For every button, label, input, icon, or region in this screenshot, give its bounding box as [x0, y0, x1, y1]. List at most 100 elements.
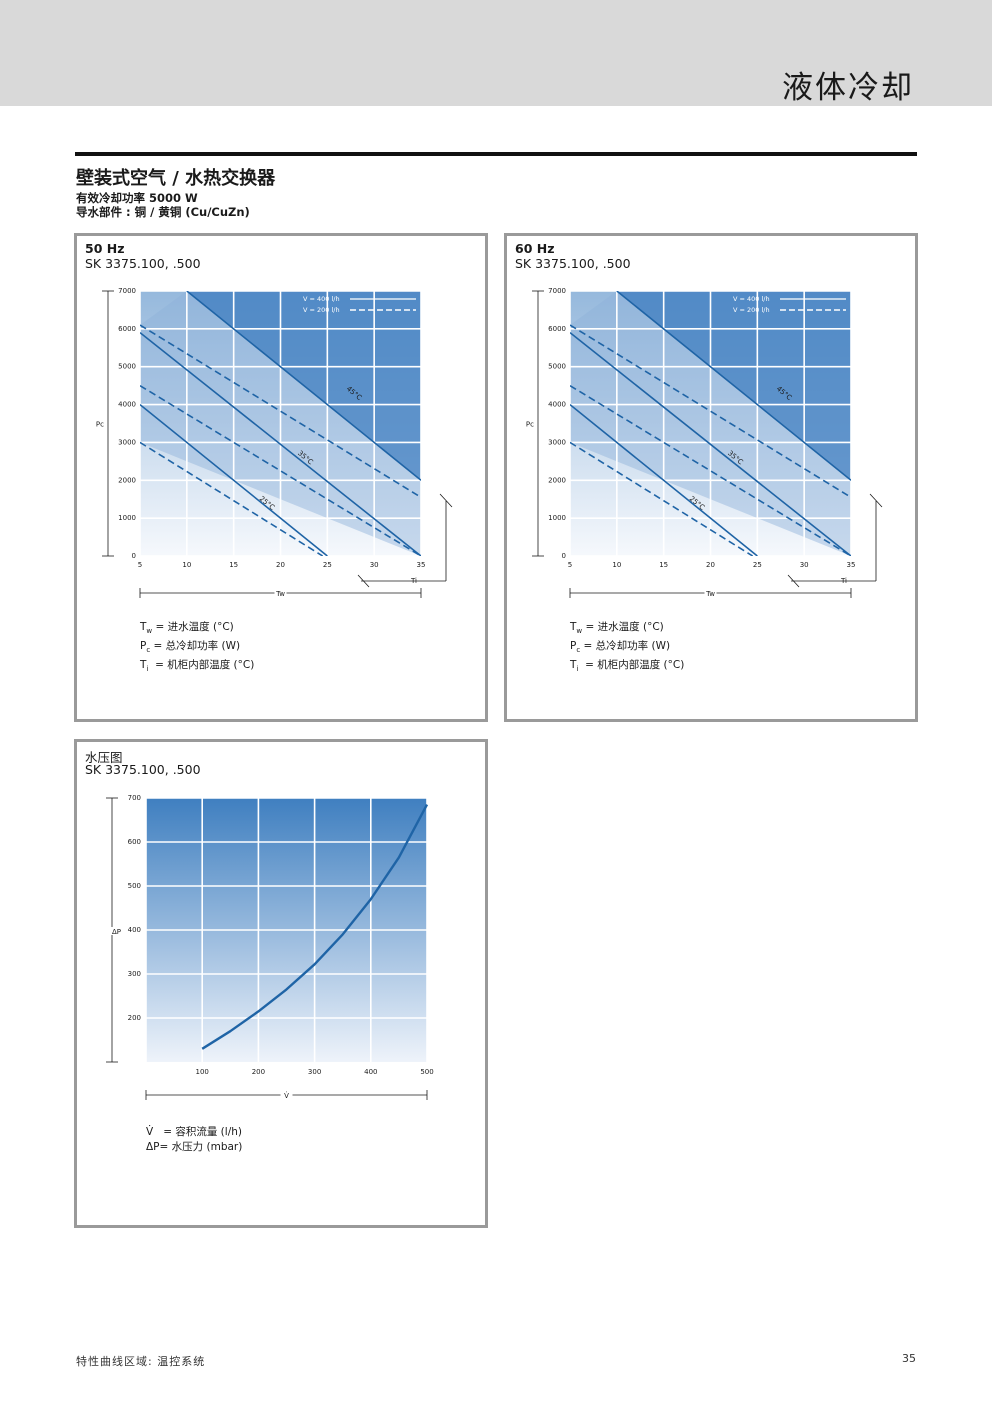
- legend-entry: V = 200 l/h: [733, 306, 770, 314]
- panel-model: SK 3375.100, .500: [85, 762, 201, 777]
- ti-axis-tick: [439, 493, 453, 508]
- y-tick-label: 4000: [118, 401, 136, 409]
- y-tick-label: 200: [128, 1014, 141, 1022]
- y-tick-label: 4000: [548, 401, 566, 409]
- footer-section: 特性曲线区域: 温控系统: [76, 1355, 206, 1368]
- x-tick-label: 5: [568, 561, 572, 569]
- chapter-title: 液体冷却: [782, 70, 914, 106]
- panel-model: SK 3375.100, .500: [85, 256, 201, 271]
- series-line: [186, 291, 421, 481]
- y-tick-label: 5000: [548, 363, 566, 371]
- legend-entry: V = 400 l/h: [733, 295, 770, 303]
- series-line: [140, 332, 421, 556]
- legend-pc: = 总冷却功率 (W): [583, 640, 671, 653]
- y-tick-label: 5000: [118, 363, 136, 371]
- y-tick-label: 2000: [118, 476, 136, 484]
- panel-model: SK 3375.100, .500: [515, 256, 631, 271]
- x-axis-label: Tw: [705, 590, 715, 598]
- series-line: [140, 403, 328, 556]
- chart-panel-pressure: 水压图 SK 3375.100, .500 200 300 400 500 600 700…: [74, 739, 488, 1228]
- x-tick-label: 35: [847, 561, 856, 569]
- x-tick-label: 20: [706, 561, 715, 569]
- x-axis-label-bg: [274, 589, 287, 597]
- y-tick-label: 300: [128, 970, 141, 978]
- plot-band-dark: [616, 291, 851, 481]
- y-tick-label: 2000: [548, 476, 566, 484]
- series-line: [140, 441, 324, 556]
- series-line: [570, 403, 758, 556]
- x-tick-label: 5: [138, 561, 142, 569]
- y-axis-label: Pc: [526, 421, 534, 429]
- y-tick-label: 7000: [548, 287, 566, 295]
- y-tick-label: 0: [132, 552, 136, 560]
- y-tick-label: 7000: [118, 287, 136, 295]
- series-line: [570, 332, 851, 556]
- series-line: [201, 804, 429, 1050]
- x-tick-label: 30: [800, 561, 809, 569]
- chart-panel-60hz: 60 Hz SK 3375.100, .500 45°C 35°C 25°C V = …: [504, 233, 918, 722]
- x-axis-label: Tw: [275, 590, 285, 598]
- legend-tw: = 进水温度 (°C): [585, 621, 664, 633]
- y-tick-label: 0: [562, 552, 566, 560]
- ti-axis-tick: [869, 493, 883, 508]
- subtitle-cooling: 有效冷却功率 5000 W: [76, 191, 198, 205]
- panel-title: 50 Hz: [85, 241, 125, 256]
- x-tick-label: 10: [182, 561, 191, 569]
- legend-tw: = 进水温度 (°C): [155, 621, 234, 633]
- y-axis-label: Pc: [96, 421, 104, 429]
- legend-entry: V = 400 l/h: [303, 295, 340, 303]
- legend-ti: = 机柜内部温度 (°C): [155, 659, 255, 672]
- page-title: 壁装式空气 / 水热交换器: [76, 168, 276, 189]
- legend-ti: = 机柜内部温度 (°C): [585, 659, 685, 672]
- series-line: [570, 441, 754, 556]
- page-number: 35: [902, 1352, 916, 1365]
- panel-title: 60 Hz: [515, 241, 555, 256]
- panel-title: 水压图: [85, 750, 123, 765]
- x-tick-label: 500: [420, 1068, 433, 1076]
- x-tick-label: 300: [308, 1068, 321, 1076]
- legend-block: V̇ = 容积流量 (l/h) ΔP= 水压力 (mbar): [146, 1126, 243, 1153]
- x-tick-label: 25: [323, 561, 332, 569]
- x-tick-label: 400: [364, 1068, 377, 1076]
- chart-panel-50hz: 50 Hz SK 3375.100, .500 45°C 35°C 25°C V = …: [74, 233, 488, 722]
- x2-axis-label: Ti: [840, 577, 847, 585]
- x-tick-label: 200: [252, 1068, 265, 1076]
- y-tick-label: 700: [128, 794, 141, 802]
- y-tick-label: 6000: [118, 325, 136, 333]
- x-axis-label: V̇: [284, 1092, 289, 1100]
- y-tick-label: 3000: [118, 438, 136, 446]
- x-tick-label: 35: [417, 561, 426, 569]
- y-tick-label: 600: [128, 838, 141, 846]
- chart-pressure: 200 300 400 500 600 700 100 200 300 400 500 ΔP V̇: [106, 794, 434, 1100]
- y-tick-label: 1000: [548, 514, 566, 522]
- y-axis-label-bg: [107, 927, 118, 935]
- legend-pc: = 总冷却功率 (W): [153, 640, 241, 653]
- x-axis-label-bg: [280, 1091, 293, 1099]
- x-tick-label: 20: [276, 561, 285, 569]
- x-tick-label: 30: [370, 561, 379, 569]
- y-tick-label: 400: [128, 926, 141, 934]
- legend-entry: V = 200 l/h: [303, 306, 340, 314]
- x-tick-label: 25: [753, 561, 762, 569]
- series-line: [616, 291, 851, 481]
- y-tick-label: 6000: [548, 325, 566, 333]
- title-rule: [75, 152, 917, 156]
- legend-block: Tw = 进水温度 (°C) Pc = 总冷却功率 (W) Ti = 机柜内部温…: [570, 621, 685, 674]
- legend-dp: = 水压力 (mbar): [159, 1141, 243, 1153]
- x-tick-label: 15: [659, 561, 668, 569]
- chart-60hz: 45°C35°C25°CV = 400 l/hV = 200 l/h010002…: [526, 287, 883, 598]
- y-tick-label: 3000: [548, 438, 566, 446]
- y-axis-label: ΔP: [112, 928, 121, 936]
- x-tick-label: 15: [229, 561, 238, 569]
- x-tick-label: 100: [196, 1068, 209, 1076]
- legend-v: = 容积流量 (l/h): [163, 1126, 242, 1138]
- y-tick-label: 500: [128, 882, 141, 890]
- x-axis-label-bg: [704, 589, 717, 597]
- legend-block: Tw = 进水温度 (°C) Pc = 总冷却功率 (W) Ti = 机柜内部温…: [140, 621, 255, 674]
- ti-axis-tick: [357, 574, 370, 588]
- subtitle-material: 导水部件 : 铜 / 黄铜 (Cu/CuZn): [76, 205, 250, 219]
- ti-axis-tick: [787, 574, 800, 588]
- y-tick-label: 1000: [118, 514, 136, 522]
- chart-50hz: 45°C35°C25°CV = 400 l/hV = 200 l/h010002…: [96, 287, 453, 598]
- x2-axis-label: Ti: [410, 577, 417, 585]
